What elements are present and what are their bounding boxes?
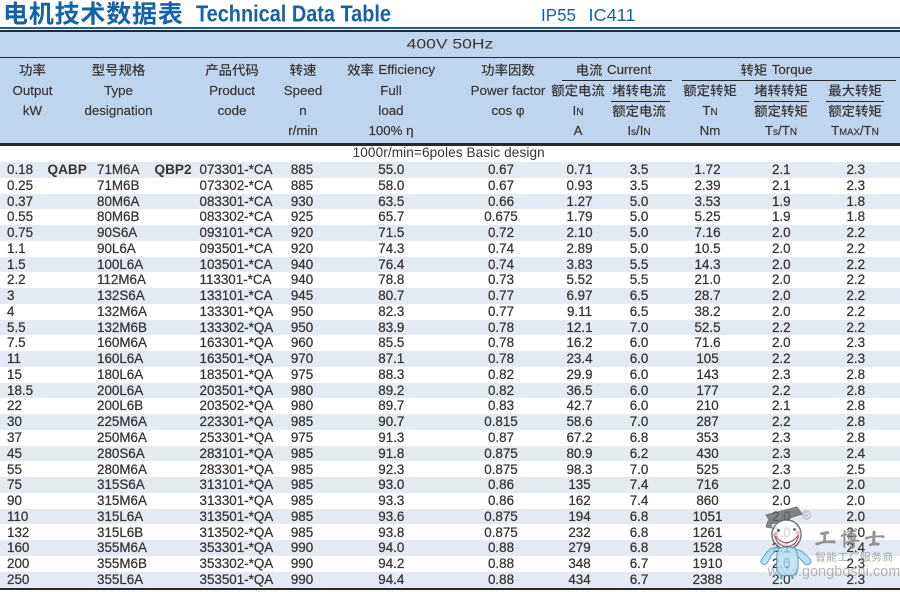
svg-text:400V 50Hz: 400V 50Hz [407, 36, 494, 52]
svg-text:IC411: IC411 [589, 5, 636, 25]
svg-text:R: R [804, 511, 809, 520]
svg-text:IP55: IP55 [541, 5, 576, 25]
svg-text:Technical Data Table: Technical Data Table [196, 1, 391, 27]
